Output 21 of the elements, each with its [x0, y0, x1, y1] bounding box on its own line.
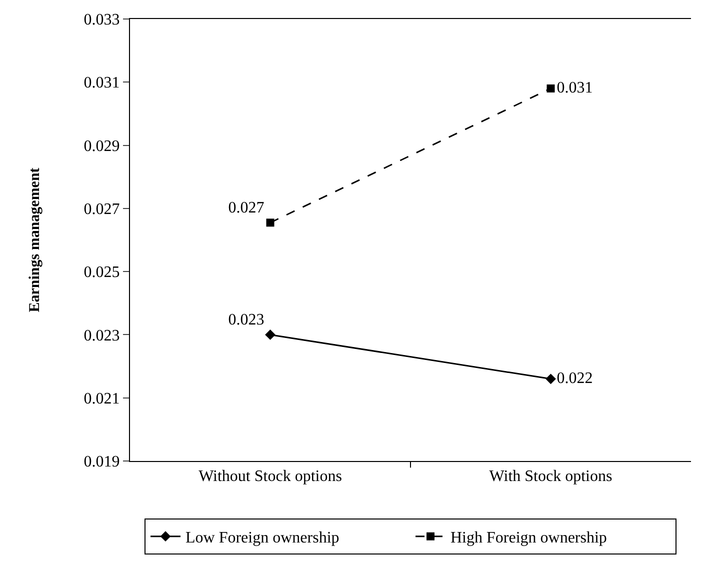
legend-label: Low Foreign ownership [186, 530, 340, 547]
y-tick-label: 0.027 [84, 201, 120, 218]
y-tick-label: 0.023 [84, 327, 120, 344]
y-tick-label: 0.025 [84, 264, 120, 282]
y-tick-label: 0.033 [84, 12, 120, 29]
y-tick-label: 0.029 [84, 138, 120, 155]
data-label: 0.023 [228, 312, 264, 329]
point [266, 218, 274, 227]
x-tick-label: With Stock options [489, 468, 612, 486]
data-label: 0.022 [556, 370, 593, 387]
y-tick-label: 0.031 [84, 74, 120, 92]
y-tick-label: 0.019 [84, 454, 120, 471]
point [546, 374, 556, 384]
point [265, 330, 276, 340]
data-label: 0.027 [228, 200, 264, 217]
y-axis-title: Earnings management [27, 168, 44, 312]
y-tick-label: 0.021 [84, 390, 120, 408]
legend-label: High Foreign ownership [450, 530, 607, 547]
data-label: 0.031 [556, 79, 593, 96]
point [546, 84, 555, 92]
x-tick-label: Without Stock options [198, 468, 342, 486]
